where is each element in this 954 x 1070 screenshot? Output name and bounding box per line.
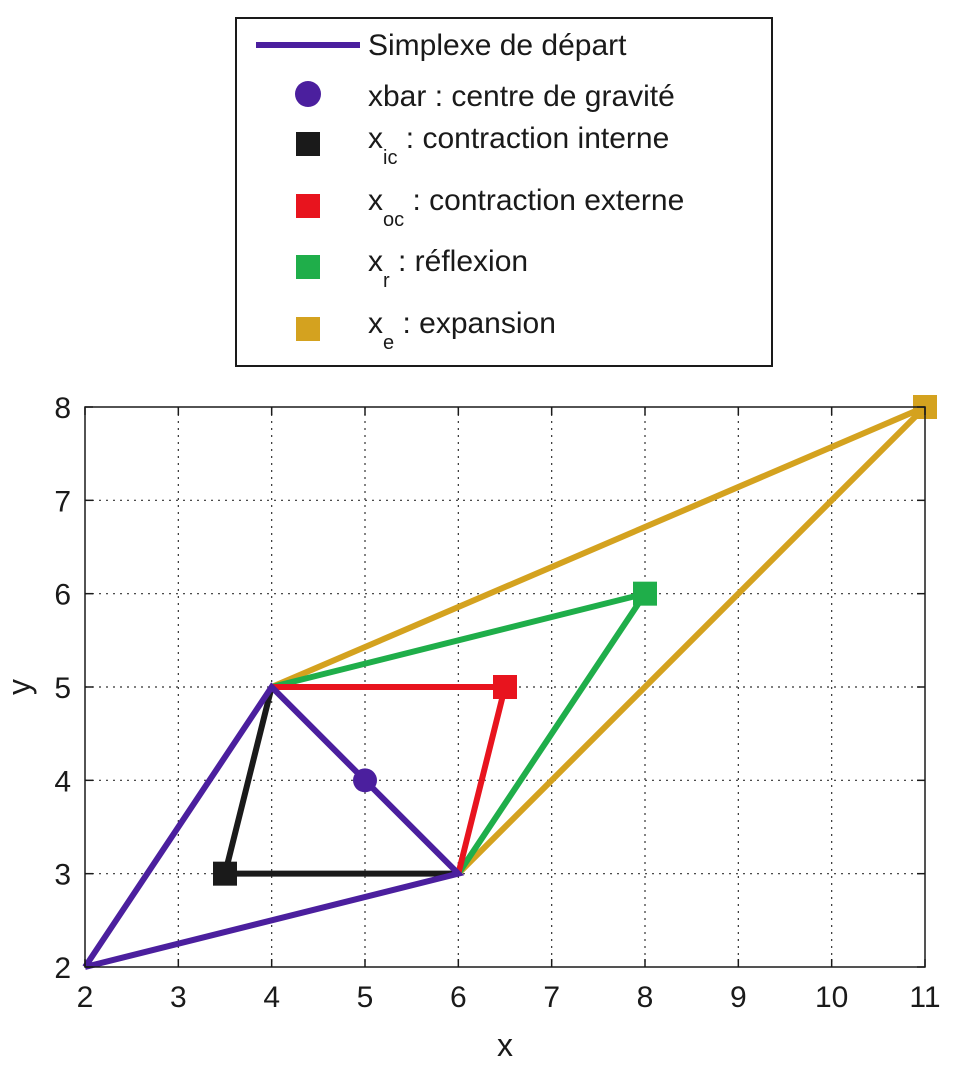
legend-box: [235, 17, 773, 367]
x-tick-label: 6: [450, 981, 467, 1014]
legend-square-symbol: [296, 317, 320, 341]
ticks: 2 3 4 5 6 7 8 9 10 11 2 3 4 5 6 7 8: [54, 392, 940, 1014]
y-axis-label: y: [1, 679, 37, 695]
x-tick-label: 7: [543, 981, 560, 1014]
x-tick-label: 8: [637, 981, 654, 1014]
x-tick-label: 9: [730, 981, 747, 1014]
x-tick-label: 3: [170, 981, 187, 1014]
legend-square-symbol: [296, 194, 320, 218]
y-tick-label: 4: [54, 765, 71, 798]
series-2-marker: [213, 861, 237, 886]
series-1-marker: [353, 768, 377, 793]
y-tick-label: 5: [54, 672, 71, 705]
legend-label: Simplexe de départ: [368, 29, 627, 62]
y-tick-label: 8: [54, 392, 71, 425]
series-4-marker: [633, 581, 657, 606]
legend-label: xic : contraction interne: [368, 122, 669, 169]
series-3-marker: [493, 675, 517, 699]
y-tick-label: 3: [54, 859, 71, 892]
x-tick-label: 10: [815, 981, 848, 1014]
x-tick-label: 5: [357, 981, 374, 1014]
y-tick-label: 7: [54, 485, 71, 518]
legend-label: xe : expansion: [368, 307, 556, 354]
x-tick-label: 4: [263, 981, 280, 1014]
y-tick-label: 6: [54, 579, 71, 612]
x-tick-label: 2: [77, 981, 94, 1014]
legend-circle-symbol: [295, 81, 321, 107]
plot-area: 2 3 4 5 6 7 8 9 10 11 2 3 4 5 6 7 8: [54, 392, 940, 1014]
legend-square-symbol: [296, 132, 320, 156]
x-axis-label: x: [497, 1027, 513, 1063]
legend: Simplexe de départ xbar : centre de gravi…: [235, 17, 773, 367]
legend-square-symbol: [296, 255, 320, 279]
y-tick-label: 2: [54, 952, 71, 985]
legend-label: xbar : centre de gravité: [368, 80, 675, 113]
legend-label: xoc : contraction externe: [368, 184, 684, 231]
x-tick-label: 11: [909, 981, 940, 1014]
legend-label: xr : réflexion: [368, 245, 528, 292]
